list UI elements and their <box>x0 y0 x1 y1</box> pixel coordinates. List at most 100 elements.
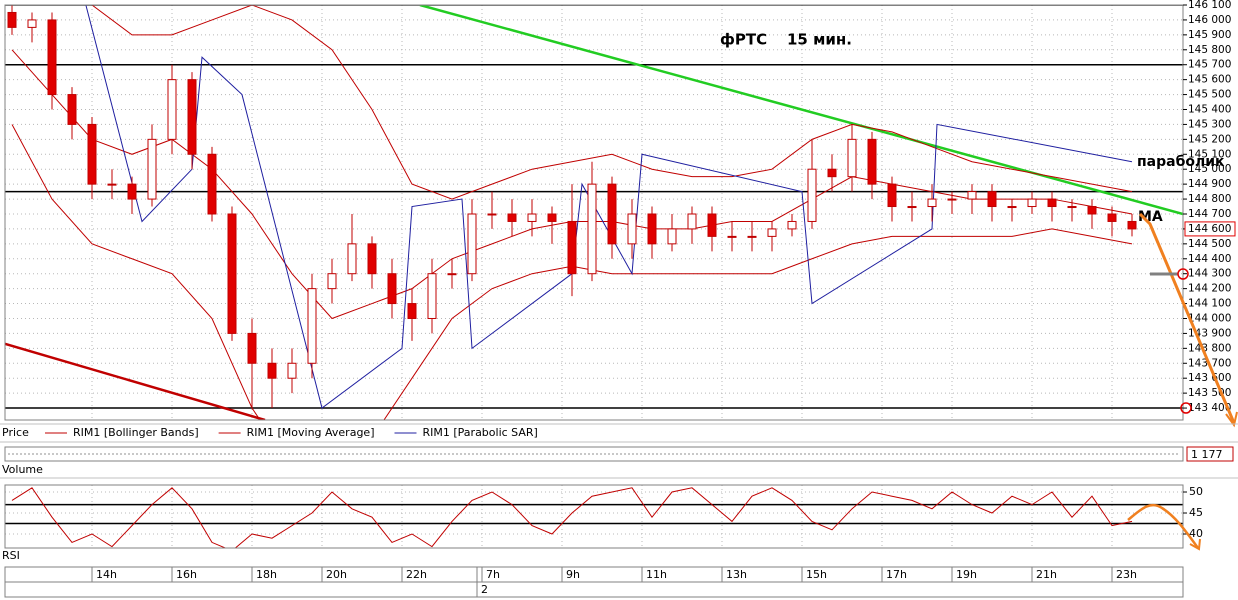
candle-body <box>427 273 437 319</box>
panel-label: Volume <box>2 463 43 476</box>
candle-body <box>1087 206 1097 215</box>
day-tick-label: 2 <box>481 583 488 596</box>
volume-frame <box>4 446 1184 462</box>
forecast-arrow <box>1127 503 1200 549</box>
legend-label: RIM1 [Bollinger Bands] <box>73 426 199 439</box>
legend-label: RIM1 [Parabolic SAR] <box>423 426 538 439</box>
candle-body <box>307 288 317 364</box>
x-tick-label: 21h <box>1036 568 1057 581</box>
x-tick-label: 20h <box>326 568 347 581</box>
candle-body <box>7 11 17 28</box>
rsi-line <box>11 487 1133 548</box>
y-tick-label: 144 700 <box>1188 208 1231 220</box>
candle-body <box>47 19 57 96</box>
candle-body <box>87 123 97 185</box>
chart-subtitle: 15 мин. <box>787 31 852 49</box>
candle-body <box>1107 213 1117 222</box>
legend-label: RIM1 [Moving Average] <box>247 426 375 439</box>
y-tick-label: 146 000 <box>1188 14 1231 26</box>
y-tick-label: 144 300 <box>1188 268 1231 280</box>
trend-line <box>419 5 1183 216</box>
x-tick-label: 19h <box>956 568 977 581</box>
y-tick-label: 145 200 <box>1188 133 1231 145</box>
candle-body <box>647 213 657 245</box>
y-tick-label: 145 100 <box>1188 148 1231 160</box>
y-tick-label: 45 <box>1189 506 1203 519</box>
candle-body <box>627 213 637 245</box>
volume-panel: 1 177 <box>1186 446 1234 462</box>
y-tick-label: 145 800 <box>1188 44 1231 56</box>
x-tick-label: 15h <box>806 568 827 581</box>
candle-body <box>567 220 577 275</box>
y-tick-label: 40 <box>1189 527 1203 540</box>
x-tick-label: 9h <box>566 568 580 581</box>
legend-label: Price <box>2 426 29 439</box>
y-tick-label: 145 600 <box>1188 74 1231 86</box>
annotation: параболик <box>1137 154 1225 170</box>
candle-body <box>147 138 157 200</box>
y-tick-label: 143 800 <box>1188 342 1231 354</box>
y-tick-label: 143 600 <box>1188 372 1231 384</box>
main-grid <box>5 4 1183 420</box>
y-tick-label: 144 200 <box>1188 283 1231 295</box>
trend-line <box>5 342 266 420</box>
candle-body <box>767 228 777 237</box>
parabolic-sar <box>85 5 1133 409</box>
candle-body <box>547 213 557 222</box>
candle-body <box>107 183 117 186</box>
candle-body <box>187 79 197 155</box>
volume-value-box <box>1186 446 1234 462</box>
y-tick-label: 145 000 <box>1188 163 1231 175</box>
y-tick-label: 145 300 <box>1188 118 1231 130</box>
x-tick-label: 18h <box>256 568 277 581</box>
volume-value-label: 1 177 <box>1191 448 1223 461</box>
candle-body <box>127 183 137 200</box>
candle-body <box>607 183 617 245</box>
candle-body <box>1007 206 1017 209</box>
candle-body <box>847 138 857 178</box>
time-axis: 14h 16h 18h 20h 22h 7h 9h 11h 13h 15h 17h 19h 21h 23h… <box>91 567 1137 597</box>
rsi-plot <box>5 487 1183 548</box>
x-tick-label: 7h <box>486 568 500 581</box>
candle-body <box>927 198 937 208</box>
candle-body <box>347 243 357 275</box>
x-tick-label: 11h <box>646 568 667 581</box>
y-tick-label: 143 500 <box>1188 387 1231 399</box>
y-tick-label: 145 900 <box>1188 29 1231 41</box>
candle-body <box>67 94 77 125</box>
candle-body <box>287 362 297 379</box>
candle-body <box>907 206 917 209</box>
candle-body <box>247 332 257 364</box>
candle-body <box>367 243 377 275</box>
candle-body <box>227 213 237 334</box>
candle-body <box>1067 206 1077 209</box>
rsi-axis: 50 45 40 <box>1183 485 1203 540</box>
candle-body <box>487 213 497 216</box>
candle-body <box>947 198 957 201</box>
y-tick-label: 144 900 <box>1188 178 1231 190</box>
candle-body <box>447 273 457 276</box>
x-tick-label: 13h <box>726 568 747 581</box>
candle-body <box>507 213 517 222</box>
candle-body <box>1127 220 1137 230</box>
candle-body <box>987 191 997 208</box>
candle-body <box>807 168 817 222</box>
candle-body <box>967 191 977 200</box>
forecast-arrow <box>1138 212 1236 424</box>
y-tick-label: 145 400 <box>1188 103 1231 115</box>
arrow-head <box>1189 538 1201 551</box>
price-frame <box>4 4 1184 421</box>
candle-body <box>667 228 677 245</box>
rsi-grid <box>5 485 1183 548</box>
y-tick-label: 146 100 <box>1188 0 1231 11</box>
price-plot <box>5 5 1183 420</box>
candle-body <box>167 79 177 140</box>
candle-body <box>587 183 597 275</box>
marker-circle <box>1180 402 1192 414</box>
rsi-frame <box>4 484 1184 549</box>
candle-body <box>727 235 737 238</box>
candle-body <box>1027 198 1037 208</box>
candle-body <box>267 362 277 379</box>
